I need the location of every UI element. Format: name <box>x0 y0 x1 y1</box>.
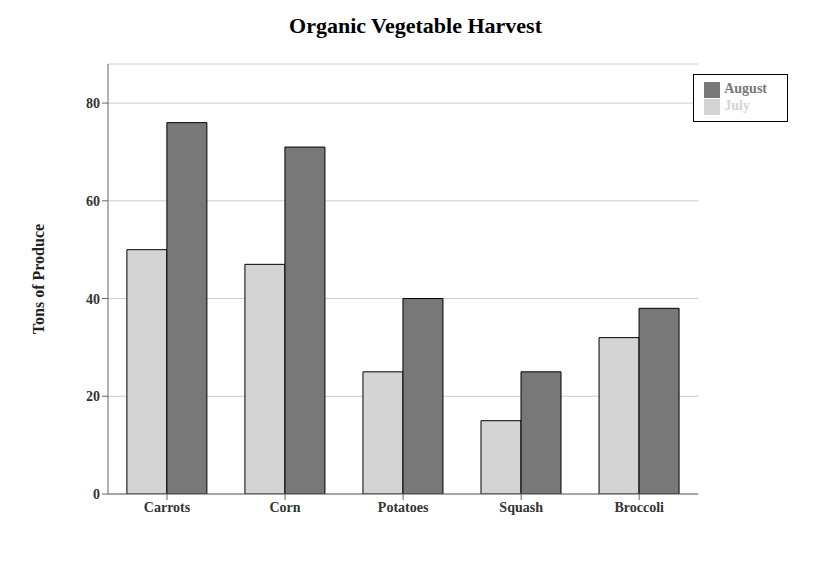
svg-text:40: 40 <box>86 292 100 307</box>
html-text:Organic Vegetable Harvest: Organic Vegetable Harvest <box>289 13 542 38</box>
html-text:July: July <box>724 97 750 113</box>
svg-text:Squash: Squash <box>499 500 543 515</box>
svg-text:80: 80 <box>86 96 100 111</box>
svg-text:Tons of Produce: Tons of Produce <box>30 224 47 334</box>
svg-text:Carrots: Carrots <box>144 500 191 515</box>
svg-text:20: 20 <box>86 389 100 404</box>
html-text:August: August <box>724 81 767 96</box>
svg-text:Potatoes: Potatoes <box>378 500 429 515</box>
svg-text:Corn: Corn <box>269 500 300 515</box>
svg-text:0: 0 <box>93 487 100 502</box>
svg-text:Broccoli: Broccoli <box>614 500 664 515</box>
svg-text:60: 60 <box>86 194 100 209</box>
